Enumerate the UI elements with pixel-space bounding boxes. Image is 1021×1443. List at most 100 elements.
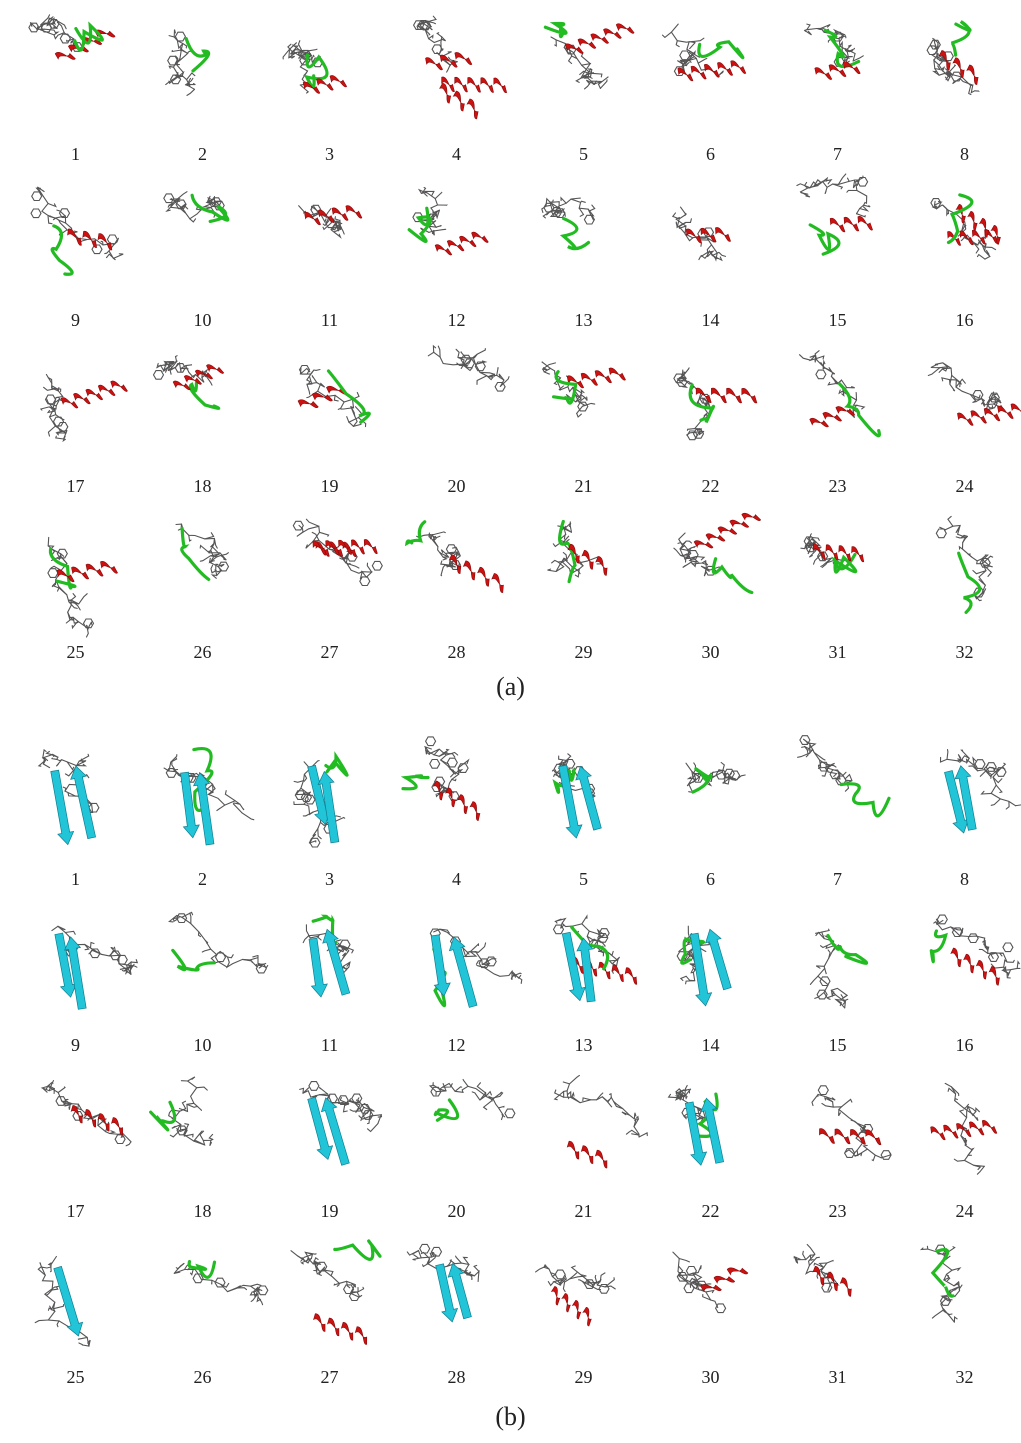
structure-number: 13 <box>574 310 593 330</box>
molecule-image <box>553 1074 648 1169</box>
sheet-arrow <box>320 1097 350 1166</box>
molecule-image <box>543 21 635 90</box>
helix-ribbon <box>564 23 635 54</box>
structure-cell: 12 <box>393 899 523 1061</box>
molecule-image <box>28 14 116 60</box>
molecule-image <box>685 761 746 794</box>
structure-number: 10 <box>193 1035 212 1055</box>
coil-segment <box>304 53 329 89</box>
stick-model <box>933 914 1021 979</box>
structure-number: 23 <box>828 1201 847 1221</box>
molecule-image <box>299 1081 383 1166</box>
stick-model <box>30 186 124 261</box>
helix-ribbon <box>60 380 128 409</box>
sheet-arrow <box>684 1101 708 1166</box>
helix-ribbon <box>930 1120 998 1141</box>
structure-cell: 11 <box>266 174 393 336</box>
structure-cell: 11 <box>266 899 393 1061</box>
helix-ribbon <box>686 227 731 244</box>
coil-segment <box>808 223 841 256</box>
stick-model <box>667 1084 707 1129</box>
structure-number: 12 <box>447 310 466 330</box>
structure-cell: 26 <box>139 506 266 668</box>
molecule-image <box>412 15 507 120</box>
stick-model <box>535 1264 616 1294</box>
coil-segment <box>826 933 869 965</box>
structure-number: 29 <box>574 642 593 662</box>
structure-cell: 1 <box>12 8 139 170</box>
molecule-image <box>302 914 355 998</box>
structure-cell: 30 <box>647 506 774 668</box>
molecule-image <box>811 1085 892 1162</box>
coil-segment <box>190 193 230 223</box>
structure-number: 5 <box>579 144 588 164</box>
structure-cell: 6 <box>647 8 774 170</box>
structure-number: 17 <box>66 476 85 496</box>
coil-segment <box>711 557 754 595</box>
coil-segment <box>184 37 211 73</box>
structure-cell: 3 <box>266 8 393 170</box>
stick-model <box>541 196 596 225</box>
structure-number: 28 <box>447 642 466 662</box>
structure-number: 24 <box>955 476 974 496</box>
structure-number: 31 <box>828 1367 847 1387</box>
helix-ribbon <box>434 231 489 256</box>
structure-number: 7 <box>833 869 842 889</box>
molecule-image <box>541 196 596 251</box>
structure-cell: 1 <box>12 733 139 895</box>
molecule-image <box>803 23 864 80</box>
coil-segment <box>930 1248 955 1298</box>
molecule-image <box>541 361 626 418</box>
stick-model <box>553 1074 648 1138</box>
structure-number: 8 <box>960 869 969 889</box>
helix-ribbon <box>67 228 113 251</box>
structure-cell: 13 <box>520 899 647 1061</box>
molecule-image <box>406 1243 480 1323</box>
coil-segment <box>324 751 349 777</box>
structure-number: 2 <box>198 869 207 889</box>
structure-number: 19 <box>320 476 339 496</box>
coil-segment <box>407 206 433 243</box>
molecule-image <box>37 748 100 846</box>
coil-segment <box>188 381 221 410</box>
structure-number: 7 <box>833 144 842 164</box>
stick-model <box>37 748 100 814</box>
structure-cell: 23 <box>774 340 901 502</box>
coil-segment <box>180 526 211 581</box>
helix-ribbon <box>950 947 1000 986</box>
molecule-image <box>407 186 489 256</box>
coil-segment <box>333 1239 382 1261</box>
molecule-image <box>535 1264 616 1327</box>
structure-number: 32 <box>955 1367 974 1387</box>
helix-ribbon <box>439 82 479 120</box>
structure-number: 8 <box>960 144 969 164</box>
molecule-image <box>797 735 891 818</box>
structure-cell: 21 <box>520 1065 648 1227</box>
helix-ribbon <box>814 61 861 80</box>
sheet-arrow <box>435 1263 459 1323</box>
molecule-image <box>796 173 873 256</box>
structure-number: 6 <box>706 144 715 164</box>
helix-ribbon <box>566 1140 608 1169</box>
molecule-image <box>930 193 1001 260</box>
structure-number: 26 <box>193 1367 212 1387</box>
stick-model <box>809 928 849 1009</box>
structure-number: 9 <box>71 310 80 330</box>
coil-segment <box>400 774 430 791</box>
molecule-image <box>673 367 758 441</box>
coil-segment <box>691 767 713 794</box>
structure-cell: 5 <box>520 8 647 170</box>
coil-segment <box>831 552 858 574</box>
molecule-image <box>297 364 371 428</box>
molecule-image <box>798 350 881 438</box>
helix-ribbon <box>819 1128 882 1145</box>
structure-number: 17 <box>66 1201 85 1221</box>
stick-model <box>168 1076 214 1147</box>
stick-model <box>299 1081 383 1133</box>
molecule-image <box>552 914 638 1003</box>
structure-cell: 26 <box>139 1231 269 1393</box>
structure-number: 27 <box>320 1367 339 1387</box>
molecule-image <box>47 536 118 638</box>
helix-ribbon <box>550 1286 592 1327</box>
structure-number: 26 <box>193 642 212 662</box>
